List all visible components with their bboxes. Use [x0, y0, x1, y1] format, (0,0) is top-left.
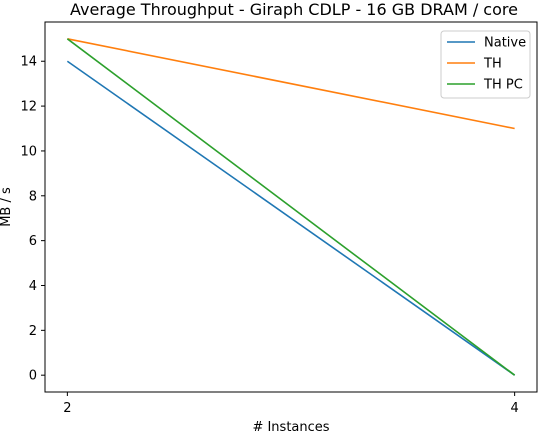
legend: Native TH TH PC: [440, 30, 531, 99]
y-tick-label: 6: [29, 234, 37, 249]
plot-frame: [44, 21, 538, 393]
plot-marks: [66, 38, 516, 376]
y-axis-ticks: 0 2 4 6 8 10 12 14: [20, 55, 45, 384]
y-tick-label: 14: [20, 55, 37, 70]
y-axis-label: MB / s: [0, 187, 14, 227]
series-line-native: [66, 60, 516, 376]
legend-label: TH: [483, 57, 502, 72]
y-tick-label: 0: [29, 369, 37, 384]
x-tick-label: 2: [63, 401, 71, 416]
y-tick-label: 10: [20, 144, 37, 159]
legend-label: TH PC: [483, 78, 523, 93]
y-tick-label: 2: [29, 324, 37, 339]
legend-label: Native: [484, 36, 526, 51]
y-tick-label: 12: [20, 100, 37, 115]
chart-title: Average Throughput - Giraph CDLP - 16 GB…: [70, 0, 518, 19]
y-tick-label: 4: [29, 279, 37, 294]
x-tick-label: 4: [510, 401, 518, 416]
legend-box: [440, 30, 531, 99]
series-line-th-pc: [66, 38, 516, 376]
series-line-th: [67, 38, 515, 130]
x-axis-label: # Instances: [252, 420, 329, 432]
y-tick-label: 8: [29, 189, 37, 204]
